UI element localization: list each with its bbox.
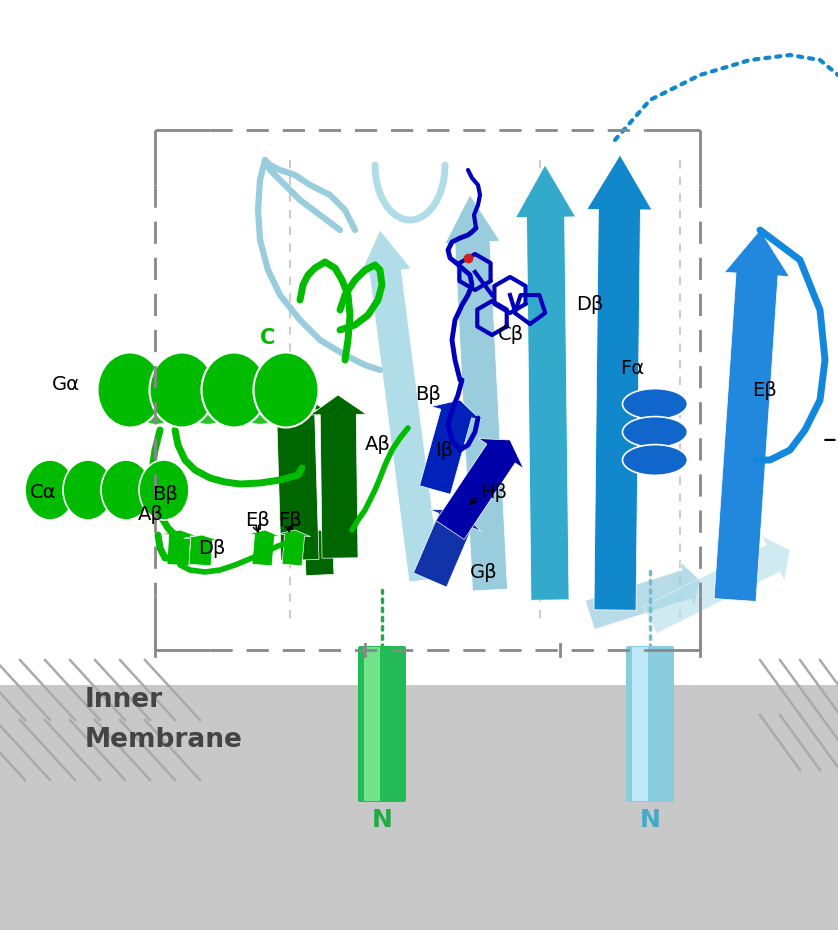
Text: Bβ: Bβ (415, 386, 441, 405)
Polygon shape (360, 230, 441, 582)
Bar (0, 685, 838, 930)
Polygon shape (278, 530, 311, 565)
Text: Cβ: Cβ (498, 326, 524, 344)
Polygon shape (266, 390, 324, 561)
FancyBboxPatch shape (626, 646, 674, 802)
Text: Fα: Fα (620, 358, 644, 378)
Polygon shape (162, 530, 198, 565)
Polygon shape (714, 230, 789, 602)
Text: N: N (371, 808, 392, 832)
Text: Cα: Cα (30, 483, 56, 501)
Ellipse shape (254, 352, 318, 428)
Polygon shape (436, 439, 524, 539)
Polygon shape (297, 530, 340, 576)
Ellipse shape (623, 417, 687, 447)
Polygon shape (445, 195, 508, 591)
Text: Eβ: Eβ (752, 380, 777, 400)
Ellipse shape (25, 460, 75, 520)
Text: Gβ: Gβ (470, 563, 498, 581)
FancyBboxPatch shape (358, 646, 406, 802)
Ellipse shape (623, 445, 687, 475)
Ellipse shape (101, 460, 151, 520)
Polygon shape (413, 510, 481, 587)
Text: Dβ: Dβ (198, 538, 225, 557)
Text: Iβ: Iβ (435, 441, 453, 459)
Ellipse shape (139, 460, 189, 520)
Text: Inner: Inner (85, 687, 163, 713)
Ellipse shape (97, 352, 163, 428)
Polygon shape (644, 536, 790, 633)
Polygon shape (587, 155, 652, 610)
Polygon shape (515, 165, 576, 600)
Text: Aβ: Aβ (365, 435, 391, 455)
Text: C: C (261, 328, 276, 348)
Text: Gα: Gα (52, 376, 80, 394)
Ellipse shape (185, 379, 230, 424)
Text: Hβ: Hβ (480, 483, 507, 501)
Text: Fβ: Fβ (278, 511, 302, 529)
Ellipse shape (201, 352, 266, 428)
Ellipse shape (63, 460, 113, 520)
FancyBboxPatch shape (632, 647, 648, 801)
Text: Dβ: Dβ (576, 296, 603, 314)
Polygon shape (420, 400, 481, 494)
Text: Aβ: Aβ (138, 506, 164, 525)
Ellipse shape (623, 389, 687, 419)
Polygon shape (586, 562, 700, 630)
Ellipse shape (133, 379, 178, 424)
FancyBboxPatch shape (364, 647, 380, 801)
Text: –: – (823, 426, 837, 454)
Polygon shape (310, 395, 366, 558)
Text: Bβ: Bβ (152, 485, 178, 504)
Polygon shape (249, 530, 281, 565)
Polygon shape (184, 535, 220, 565)
Ellipse shape (149, 352, 215, 428)
Text: Membrane: Membrane (85, 727, 243, 753)
Text: N: N (639, 808, 660, 832)
Ellipse shape (237, 379, 282, 424)
Text: Eβ: Eβ (245, 511, 270, 529)
